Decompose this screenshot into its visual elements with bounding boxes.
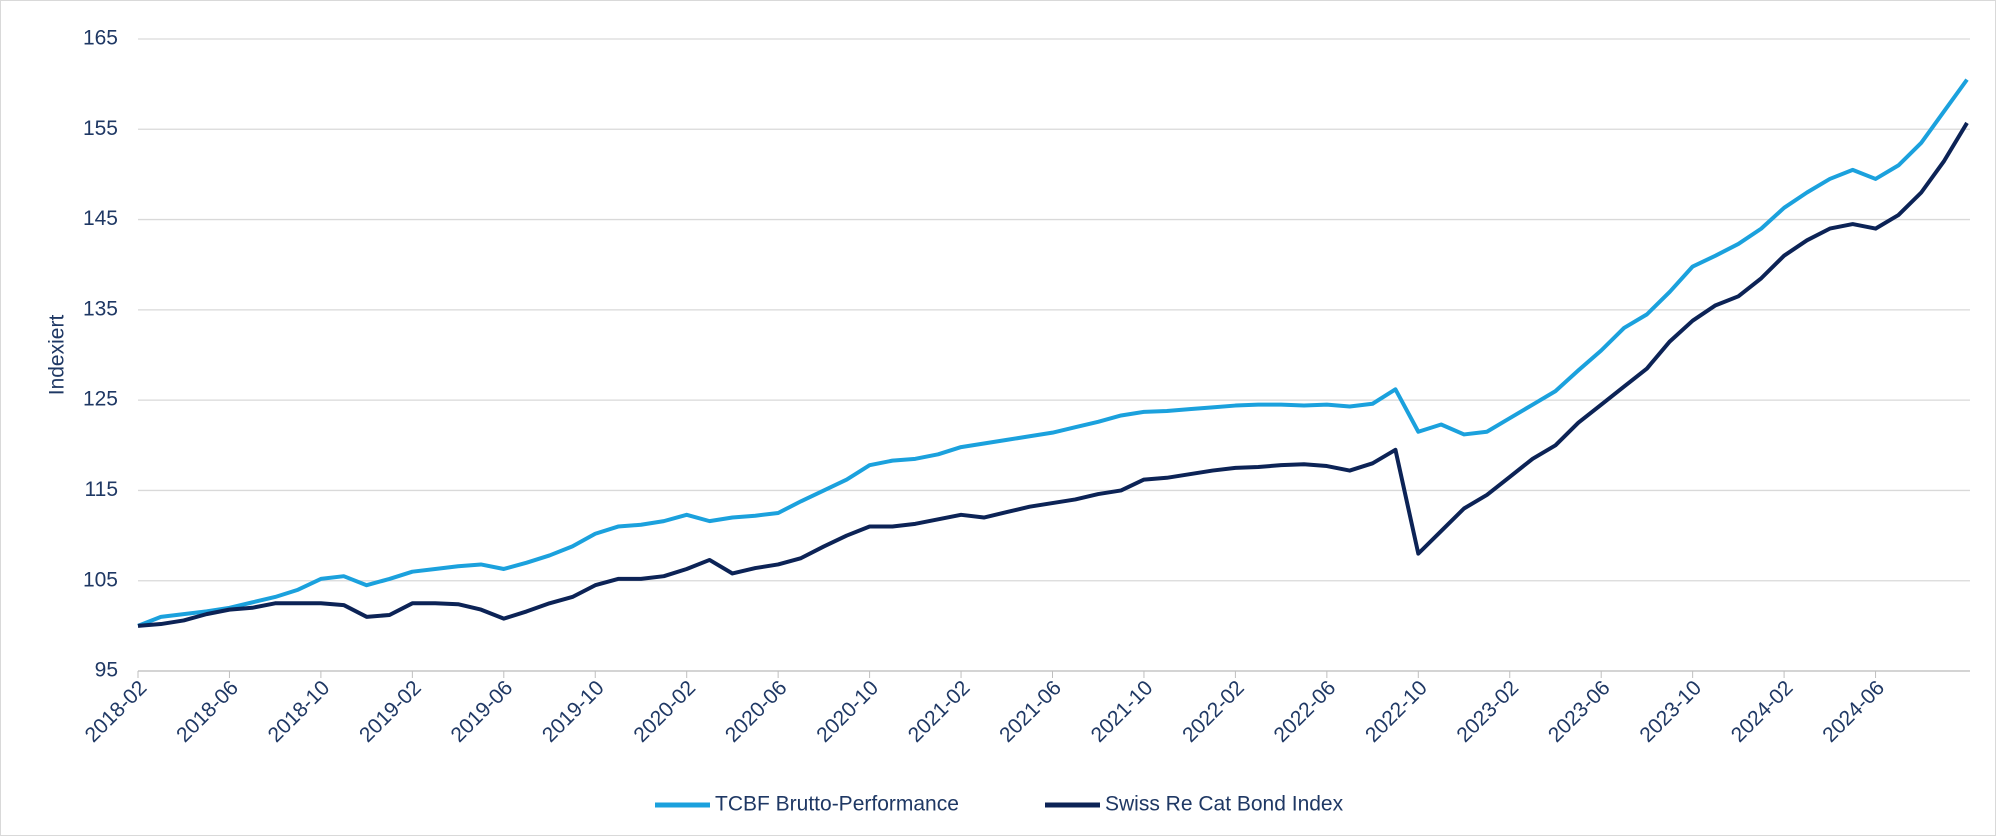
line-series [137,78,1969,628]
y-tick-label: 155 [83,117,118,140]
y-tick-label: 115 [85,478,118,501]
y-tick-label: 135 [83,297,118,320]
legend-label: TCBF Brutto-Performance [715,793,959,816]
line-series [137,121,1969,628]
y-tick-label: 125 [83,388,118,411]
y-tick-label: 105 [83,568,118,591]
y-tick-label: 145 [83,207,118,230]
y-axis-label: Indexiert [46,315,69,396]
legend-label: Swiss Re Cat Bond Index [1105,793,1344,816]
y-tick-label: 95 [95,659,118,682]
y-tick-label: 165 [83,27,118,50]
